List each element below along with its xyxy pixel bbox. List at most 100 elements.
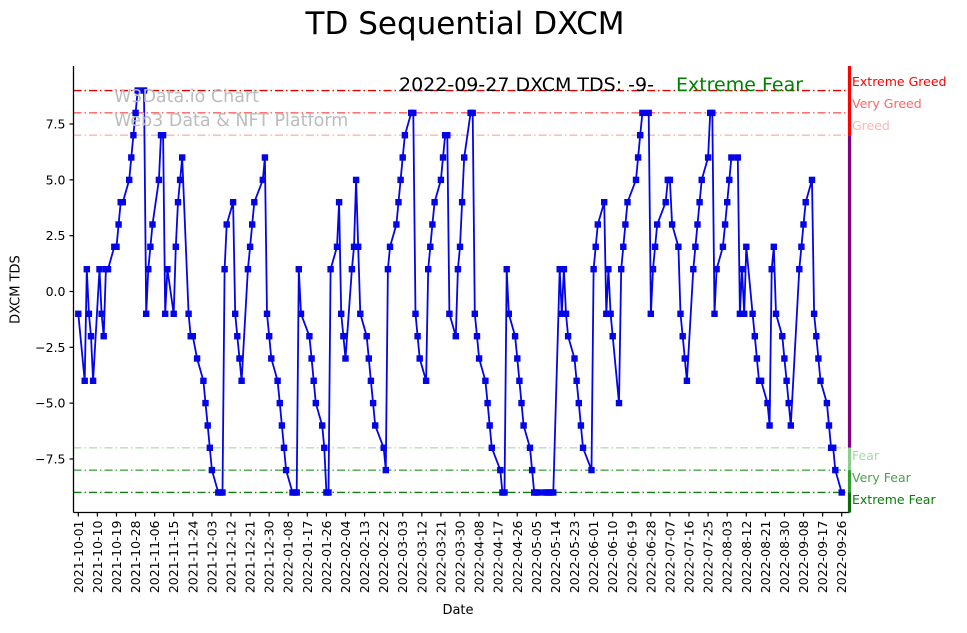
tds-marker xyxy=(412,310,419,317)
tds-marker xyxy=(223,221,230,228)
tds-marker xyxy=(757,377,765,384)
tds-marker xyxy=(416,355,423,362)
tds-marker xyxy=(221,266,228,273)
tds-marker xyxy=(219,489,226,496)
tds-marker xyxy=(244,266,252,273)
tds-marker xyxy=(696,199,703,206)
tds-marker xyxy=(134,87,141,94)
y-tick-label: 5.0 xyxy=(46,172,66,187)
tds-marker xyxy=(751,333,758,340)
x-tick-label: 2021-10-19 xyxy=(109,520,124,593)
tds-marker xyxy=(783,377,790,384)
tds-marker xyxy=(159,132,167,139)
tds-marker xyxy=(632,176,640,184)
tds-marker xyxy=(618,266,625,273)
tds-marker xyxy=(796,266,803,273)
tds-marker xyxy=(497,466,504,474)
tds-marker xyxy=(310,377,317,384)
tds-marker xyxy=(325,489,332,496)
tds-marker xyxy=(605,266,612,273)
tds-marker xyxy=(764,399,771,407)
tds-marker xyxy=(208,466,216,474)
tds-marker xyxy=(185,310,192,317)
x-tick-label: 2021-10-10 xyxy=(90,520,105,593)
x-tick-label: 2022-01-26 xyxy=(319,520,334,593)
watermark-line1: W3Data.io Chart xyxy=(114,87,260,107)
tds-marker xyxy=(382,466,389,474)
x-tick-label: 2022-02-22 xyxy=(376,521,391,594)
x-tick-label: 2021-12-21 xyxy=(243,521,258,594)
tds-marker xyxy=(162,310,169,317)
tds-marker xyxy=(639,109,646,117)
tds-marker xyxy=(579,444,587,451)
tds-marker xyxy=(147,243,154,250)
x-tick-label: 2022-06-19 xyxy=(624,520,639,593)
tds-marker xyxy=(401,132,409,139)
x-tick-label: 2021-12-12 xyxy=(223,521,238,594)
tds-marker xyxy=(372,422,379,429)
tds-marker xyxy=(647,310,654,317)
tds-marker xyxy=(119,199,126,206)
tds-marker xyxy=(164,266,171,273)
x-tick-label: 2022-05-14 xyxy=(548,520,563,593)
x-tick-label: 2022-09-26 xyxy=(834,520,849,593)
x-tick-label: 2022-08-21 xyxy=(758,521,773,594)
tds-marker xyxy=(422,377,430,384)
tds-marker xyxy=(348,266,356,273)
tds-marker xyxy=(800,221,807,228)
tds-marker xyxy=(276,399,283,407)
tds-marker xyxy=(357,310,364,317)
tds-marker xyxy=(130,132,137,139)
tds-marker xyxy=(558,310,565,317)
tds-marker xyxy=(268,355,275,362)
tds-marker xyxy=(297,310,305,317)
tds-marker xyxy=(518,399,525,407)
tds-marker xyxy=(588,466,595,474)
tds-marker xyxy=(475,355,483,362)
tds-marker xyxy=(690,266,697,273)
tds-marker xyxy=(263,310,271,317)
tds-markers xyxy=(75,87,845,496)
tds-marker xyxy=(176,176,184,184)
tds-marker xyxy=(488,444,495,451)
tds-marker xyxy=(397,176,404,184)
x-tick-label: 2022-09-17 xyxy=(815,521,830,594)
tds-marker xyxy=(575,399,582,407)
tds-marker xyxy=(446,310,453,317)
tds-marker xyxy=(340,333,347,340)
tds-marker xyxy=(770,243,777,250)
tds-marker xyxy=(202,399,209,407)
tds-marker xyxy=(505,310,512,317)
tds-marker xyxy=(781,355,788,362)
tds-marker xyxy=(471,310,478,317)
tds-marker xyxy=(719,243,727,250)
tds-marker xyxy=(798,243,805,250)
x-tick-label: 2022-03-30 xyxy=(453,520,468,593)
page-title: TD Sequential DXCM xyxy=(305,6,625,42)
tds-marker xyxy=(594,221,601,228)
x-tick-label: 2022-03-12 xyxy=(414,521,429,594)
x-tick-label: 2021-11-06 xyxy=(147,520,162,593)
tds-marker xyxy=(143,310,150,317)
zone-label-greed: Greed xyxy=(852,118,890,133)
tds-marker xyxy=(355,243,362,250)
tds-line xyxy=(77,89,843,494)
tds-marker xyxy=(832,466,839,474)
tds-marker xyxy=(437,176,445,184)
tds-marker xyxy=(399,154,406,161)
x-tick-label: 2022-09-08 xyxy=(796,520,811,593)
tds-marker xyxy=(607,310,614,317)
tds-marker xyxy=(319,422,326,429)
tds-marker xyxy=(204,422,211,429)
tds-marker xyxy=(132,109,139,117)
tds-marker xyxy=(380,444,387,451)
tds-marker xyxy=(96,266,103,273)
tds-marker xyxy=(280,444,288,451)
tds-marker xyxy=(89,377,97,384)
tds-marker xyxy=(637,132,644,139)
tds-marker xyxy=(726,176,733,184)
tds-marker xyxy=(692,243,699,250)
tds-marker xyxy=(749,310,756,317)
tds-marker xyxy=(709,109,716,117)
tds-marker xyxy=(149,221,156,228)
